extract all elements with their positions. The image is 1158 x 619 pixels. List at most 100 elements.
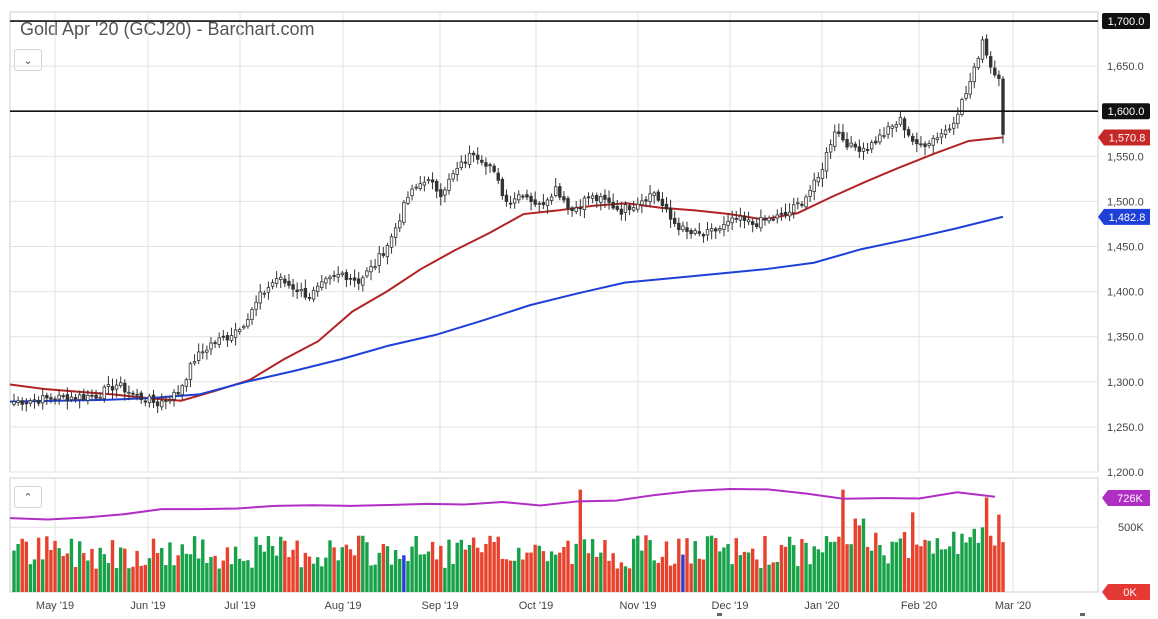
volume-bar bbox=[738, 555, 743, 592]
candle-body bbox=[320, 281, 324, 288]
candle-body bbox=[968, 81, 972, 95]
volume-bar bbox=[525, 552, 529, 592]
volume-bar bbox=[709, 535, 714, 592]
volume-bar bbox=[865, 546, 870, 592]
volume-bar bbox=[549, 551, 554, 592]
volume-bar bbox=[225, 547, 230, 592]
volume-bar bbox=[393, 550, 398, 592]
x-tick-label: Sep '19 bbox=[422, 600, 459, 612]
candle-body bbox=[422, 181, 427, 186]
volume-bar bbox=[155, 553, 160, 592]
volume-bar bbox=[229, 564, 234, 592]
volume-bar bbox=[644, 535, 648, 592]
volume-bar bbox=[332, 547, 336, 592]
candle-body bbox=[492, 165, 496, 172]
price-marker-badge bbox=[1098, 129, 1150, 146]
volume-bar bbox=[455, 542, 459, 592]
volume-bar bbox=[931, 553, 935, 592]
volume-bar bbox=[369, 565, 373, 592]
candle-body bbox=[845, 139, 849, 148]
candle-body bbox=[804, 196, 808, 208]
candle-body bbox=[644, 199, 648, 202]
candle-body bbox=[476, 154, 480, 160]
candle-body bbox=[553, 186, 558, 196]
candle-body bbox=[697, 231, 702, 234]
candle-body bbox=[993, 67, 997, 76]
volume-bar bbox=[660, 556, 665, 592]
x-tick-label: Feb '20 bbox=[901, 600, 937, 612]
axis-layer: May '19 Jun '19 Jul '19 Aug '19 Sep '19 Oct '… bbox=[36, 13, 1150, 616]
volume-bar bbox=[238, 558, 242, 592]
candle-body bbox=[344, 272, 349, 281]
candle-body bbox=[894, 124, 899, 128]
volume-bar bbox=[656, 562, 660, 592]
candle-body bbox=[217, 337, 221, 345]
volume-bar bbox=[595, 556, 599, 592]
volume-bar bbox=[348, 549, 353, 592]
price-level-label: 1,600.0 bbox=[1108, 106, 1145, 118]
candle-body bbox=[578, 207, 583, 210]
volume-marker-label: 726K bbox=[1117, 493, 1143, 505]
price-level-label: 1,700.0 bbox=[1108, 16, 1145, 28]
candle-body bbox=[898, 116, 903, 125]
candle-body bbox=[307, 296, 312, 299]
volume-bar bbox=[328, 540, 332, 592]
candle-body bbox=[935, 137, 940, 141]
volume-bar bbox=[373, 564, 377, 592]
candle-body bbox=[365, 270, 369, 277]
price-tick-label: 1,650.0 bbox=[1107, 61, 1144, 73]
candle-body bbox=[299, 289, 303, 292]
collapse-price-pane-button[interactable]: ⌄ bbox=[14, 49, 42, 71]
candle-body bbox=[406, 196, 410, 204]
volume-bar bbox=[205, 562, 209, 592]
volume-bar bbox=[841, 489, 845, 592]
volume-bar bbox=[652, 560, 656, 592]
candle-body bbox=[808, 190, 812, 197]
volume-bar bbox=[98, 547, 102, 592]
candle-body bbox=[619, 208, 624, 215]
candle-body bbox=[660, 198, 665, 206]
candle-body bbox=[750, 221, 755, 225]
volume-bar bbox=[172, 565, 176, 592]
candle-body bbox=[874, 140, 878, 144]
grid-layer bbox=[9, 11, 1099, 593]
volume-bar bbox=[828, 541, 833, 592]
volume-bar bbox=[615, 568, 619, 592]
candle-body bbox=[984, 38, 989, 56]
candle-body bbox=[521, 195, 525, 198]
candle-body bbox=[229, 335, 234, 341]
candle-body bbox=[102, 386, 106, 400]
volume-bar bbox=[352, 555, 357, 592]
candle-body bbox=[127, 391, 131, 394]
volume-bar bbox=[488, 535, 492, 592]
volume-bar bbox=[160, 547, 164, 592]
volume-bar bbox=[233, 546, 238, 592]
volume-bar bbox=[94, 568, 98, 592]
candle-body bbox=[28, 400, 33, 404]
candle-body bbox=[1001, 78, 1005, 135]
candle-body bbox=[398, 220, 402, 229]
candle-body bbox=[258, 291, 262, 304]
volume-bar bbox=[16, 544, 20, 592]
volume-bar bbox=[947, 546, 952, 592]
candle-body bbox=[336, 274, 340, 278]
candle-body bbox=[906, 129, 911, 136]
volume-bar bbox=[586, 553, 591, 592]
candle-body bbox=[369, 266, 373, 273]
volume-bar bbox=[201, 539, 205, 592]
x-tick-label: Aug '19 bbox=[325, 600, 362, 612]
candle-body bbox=[110, 385, 115, 391]
collapse-volume-pane-button[interactable]: ⌃ bbox=[14, 486, 42, 508]
volume-bar bbox=[49, 549, 53, 592]
volume-bar bbox=[217, 568, 221, 592]
volume-bar bbox=[426, 551, 431, 592]
sma-red-line bbox=[9, 136, 1004, 402]
candle-body bbox=[545, 199, 550, 207]
candle-body bbox=[410, 188, 414, 197]
candle-body bbox=[455, 167, 459, 175]
volume-bar bbox=[24, 541, 29, 592]
candle-body bbox=[927, 143, 931, 146]
volume-bar bbox=[311, 563, 316, 592]
volume-bar bbox=[730, 564, 734, 592]
candle-body bbox=[36, 399, 41, 404]
